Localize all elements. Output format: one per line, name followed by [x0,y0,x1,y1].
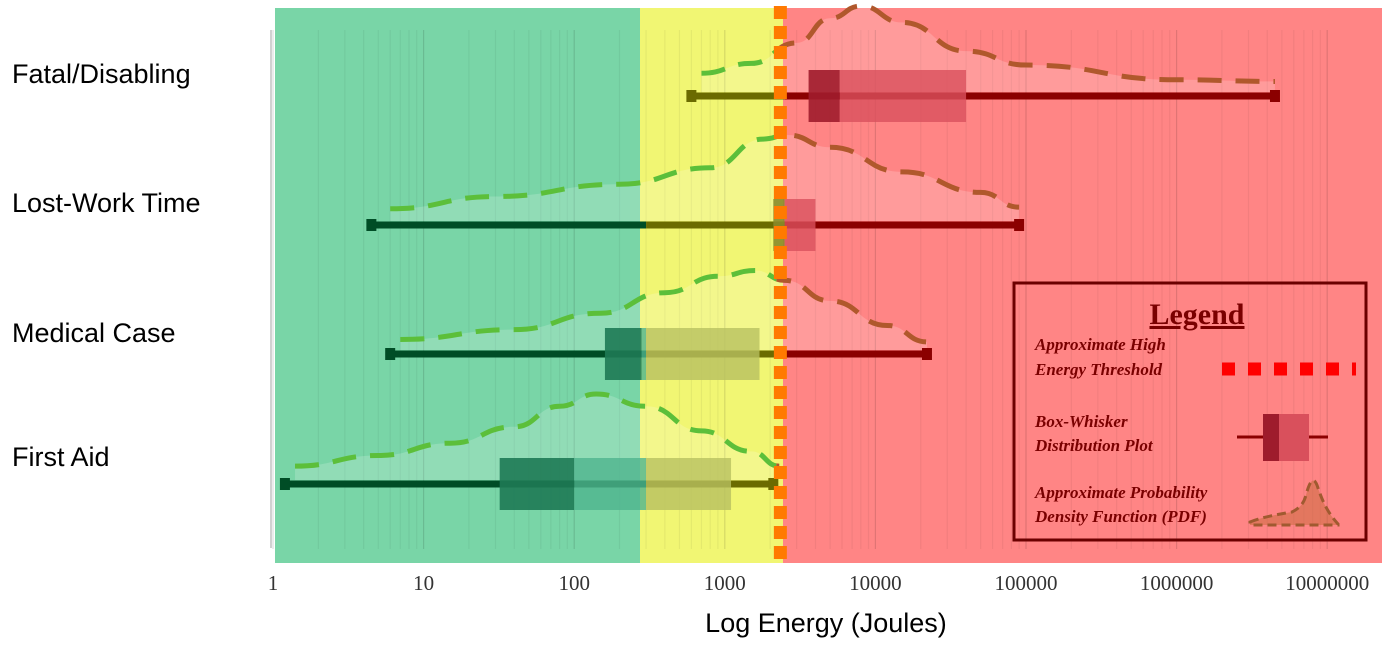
legend-threshold-line2: Energy Threshold [1034,360,1163,379]
pdf-fill-1 [390,135,1020,221]
box-whiskers [279,70,1280,510]
pdf-curve-2 [400,268,777,342]
x-tick-label: 100000 [995,571,1058,595]
legend: Legend Approximate High Energy Threshold… [1012,281,1368,542]
whisker-max-cap [921,348,932,360]
x-tick-label: 100 [558,571,590,595]
legend-pdf-swatch [1248,479,1340,527]
box-lower-2 [604,328,642,380]
box-upper-2 [646,328,760,380]
whisker-min-cap [366,219,377,231]
box-upper-3 [646,458,732,510]
x-tick-label: 1000 [704,571,746,595]
whisker-max-cap [1014,219,1025,231]
x-axis-title: Log Energy (Joules) [705,608,947,638]
box-lower-1 [773,199,785,251]
box-upper-3 [574,458,647,510]
box-lower-3 [499,458,575,510]
legend-title: Legend [1149,298,1244,331]
legend-threshold-line1: Approximate High [1034,335,1166,354]
legend-pdf-line2: Density Function (PDF) [1034,507,1207,526]
box-lower-0 [808,70,840,122]
x-tick-label: 1000000 [1140,571,1214,595]
category-label-1: Lost-Work Time [12,188,201,218]
pdf-curve-2 [776,276,928,345]
legend-boxplot-line1: Box-Whisker [1034,412,1128,431]
whisker-max-cap [1269,90,1280,102]
category-label-0: Fatal/Disabling [12,59,191,89]
pdf-curve-3 [295,391,777,469]
whisker-min-cap [686,90,697,102]
legend-box [1012,281,1368,542]
category-label-3: First Aid [12,442,110,472]
box-upper-1 [784,199,816,251]
x-tick-label: 10000000 [1285,571,1369,595]
whisker-min-cap [385,348,396,360]
x-tick-label: 1 [268,571,279,595]
x-axis-tick-labels: 1 10 100 1000 10000 100000 1000000 10000000 [268,571,1369,595]
whisker-max-cap [768,478,779,490]
legend-pdf-line1: Approximate Probability [1034,483,1208,502]
whisker-min-cap [279,478,290,490]
x-tick-label: 10 [413,571,434,595]
box-upper-2 [641,328,647,380]
category-labels: Fatal/Disabling Lost-Work Time Medical Cas… [12,59,201,472]
pdf-curve-1 [390,134,777,212]
category-label-2: Medical Case [12,318,176,348]
x-tick-label: 10000 [849,571,902,595]
box-upper-0 [839,70,967,122]
legend-boxplot-line2: Distribution Plot [1034,436,1154,455]
legend-boxplot-swatch [1237,414,1328,461]
